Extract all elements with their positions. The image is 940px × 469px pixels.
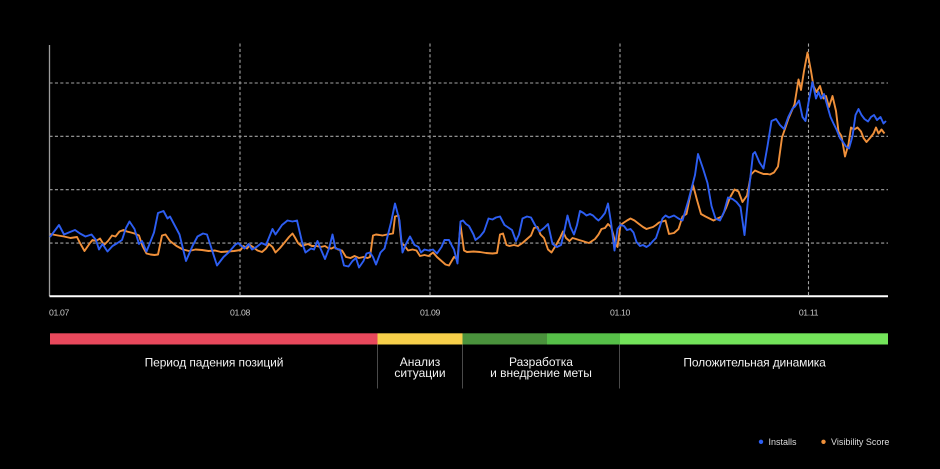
svg-text:01.10: 01.10 — [610, 308, 631, 318]
svg-text:01.07: 01.07 — [49, 308, 70, 318]
svg-text:01.11: 01.11 — [799, 308, 819, 318]
svg-text:Период падения позиций: Период падения позиций — [145, 356, 284, 370]
svg-text:Installs: Installs — [769, 437, 798, 447]
svg-text:01.08: 01.08 — [230, 308, 251, 318]
svg-text:и внедрение меты: и внедрение меты — [490, 366, 592, 380]
svg-text:Анализ: Анализ — [400, 355, 441, 369]
svg-text:Разработка: Разработка — [509, 355, 573, 369]
svg-text:Visibility Score: Visibility Score — [831, 437, 889, 447]
svg-text:Положительная динамика: Положительная динамика — [683, 356, 826, 370]
svg-text:ситуации: ситуации — [394, 366, 445, 380]
svg-text:01.09: 01.09 — [420, 308, 441, 318]
